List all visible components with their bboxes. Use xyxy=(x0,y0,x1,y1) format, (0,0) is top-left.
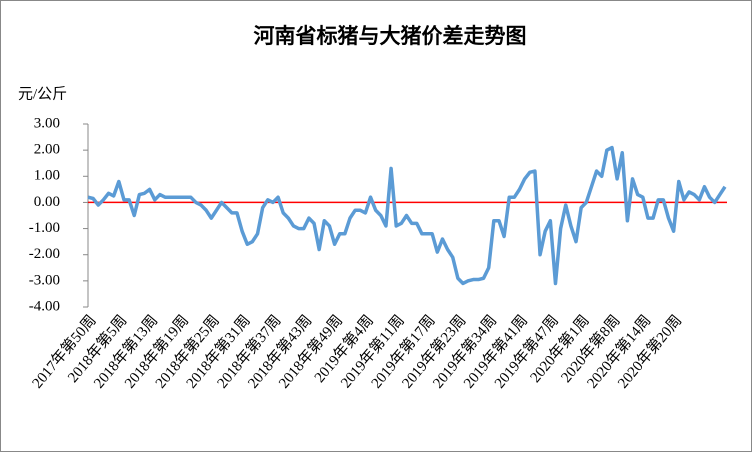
y-tick-label: 2.00 xyxy=(34,142,60,158)
chart-title: 河南省标猪与大猪价差走势图 xyxy=(254,24,527,48)
y-tick-label: 1.00 xyxy=(34,168,60,184)
y-tick-label: -3.00 xyxy=(29,272,60,288)
y-tick-label: 3.00 xyxy=(34,115,60,131)
y-tick-label: -1.00 xyxy=(29,220,60,236)
y-tick-label: -2.00 xyxy=(29,246,60,262)
y-axis-label: 元/公斤 xyxy=(18,85,67,102)
data-line xyxy=(87,145,727,286)
y-tick-label: 0.00 xyxy=(34,194,60,210)
y-tick-label: -4.00 xyxy=(29,298,60,314)
